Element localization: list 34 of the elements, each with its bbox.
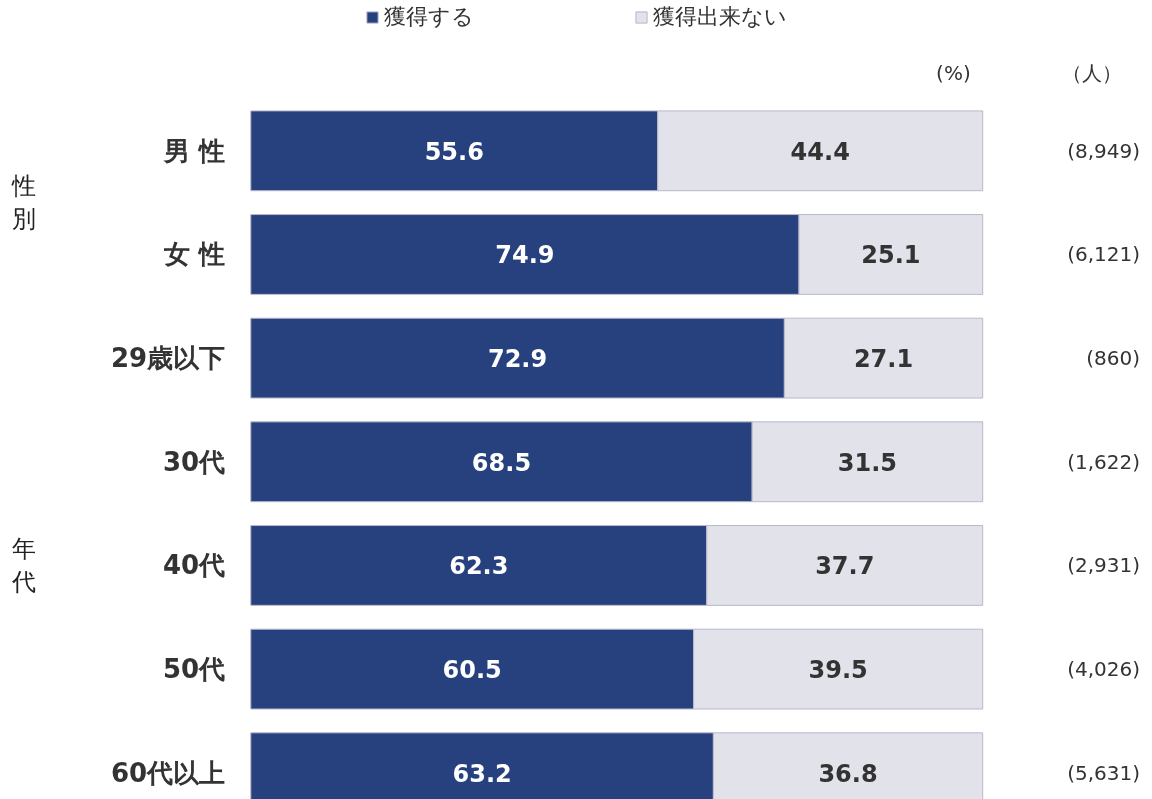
data-label: 44.4 bbox=[790, 137, 850, 166]
text: （人） bbox=[1062, 61, 1123, 86]
text: (2,931) bbox=[1067, 553, 1141, 578]
data-label: 60.5 bbox=[442, 656, 502, 685]
data-label: 55.6 bbox=[424, 137, 484, 166]
text: 性別 bbox=[10, 171, 36, 234]
data-label: 27.1 bbox=[853, 345, 914, 374]
data-label: 25.1 bbox=[861, 241, 921, 270]
text: (4,026) bbox=[1067, 657, 1141, 682]
text: 年代 bbox=[10, 534, 36, 597]
y-tick-label: 29歳以下 bbox=[111, 343, 226, 374]
text: (5,631) bbox=[1067, 760, 1141, 785]
y-tick-label: 60代以上 bbox=[111, 757, 226, 788]
data-label: 63.2 bbox=[452, 759, 512, 788]
data-label: 62.3 bbox=[449, 552, 509, 581]
data-label: 31.5 bbox=[837, 448, 898, 477]
text: (860) bbox=[1086, 346, 1141, 371]
text: (%) bbox=[936, 61, 971, 86]
text: (8,949) bbox=[1067, 138, 1141, 163]
legend-label: 獲得する bbox=[384, 3, 474, 31]
data-label: 68.5 bbox=[471, 448, 532, 477]
y-tick-label: 30代 bbox=[163, 446, 226, 477]
data-label: 37.7 bbox=[815, 552, 875, 581]
y-tick-label: 50代 bbox=[163, 654, 226, 685]
y-tick-label: 男 性 bbox=[163, 135, 226, 166]
y-tick-label: 女 性 bbox=[163, 239, 226, 270]
data-label: 36.8 bbox=[818, 759, 878, 788]
legend-label: 獲得出来ない bbox=[653, 3, 787, 31]
data-label: 72.9 bbox=[487, 345, 548, 374]
text: (1,622) bbox=[1067, 449, 1141, 474]
y-tick-label: 40代 bbox=[163, 550, 226, 581]
text: (6,121) bbox=[1067, 242, 1141, 267]
data-label: 39.5 bbox=[808, 656, 868, 685]
data-label: 74.9 bbox=[495, 241, 555, 270]
